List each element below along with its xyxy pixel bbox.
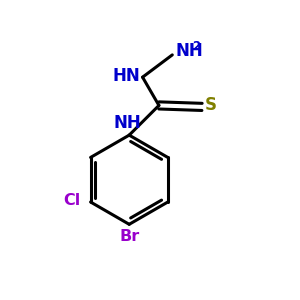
Text: HN: HN (112, 67, 140, 85)
Text: S: S (204, 96, 216, 114)
Text: Cl: Cl (64, 193, 81, 208)
Text: 2: 2 (193, 40, 201, 53)
Text: NH: NH (175, 42, 203, 60)
Text: NH: NH (114, 114, 142, 132)
Text: Br: Br (119, 229, 139, 244)
